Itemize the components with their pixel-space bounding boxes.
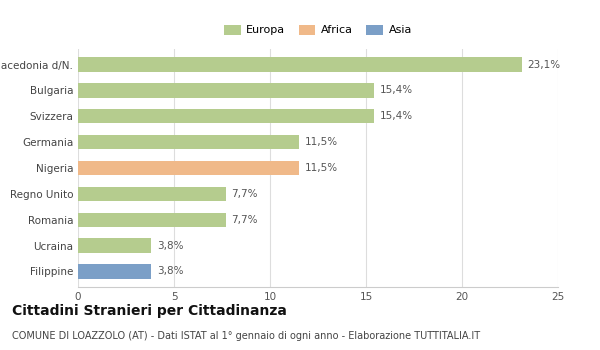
Bar [78, 57, 521, 72]
Text: COMUNE DI LOAZZOLO (AT) - Dati ISTAT al 1° gennaio di ogni anno - Elaborazione T: COMUNE DI LOAZZOLO (AT) - Dati ISTAT al … [12, 331, 480, 341]
Bar [78, 212, 226, 227]
Bar [78, 161, 299, 175]
Bar [78, 135, 299, 149]
Text: 3,8%: 3,8% [157, 266, 183, 277]
Text: 11,5%: 11,5% [305, 137, 338, 147]
Text: Cittadini Stranieri per Cittadinanza: Cittadini Stranieri per Cittadinanza [12, 304, 287, 318]
Bar [78, 238, 151, 253]
Text: 3,8%: 3,8% [157, 240, 183, 251]
Bar [78, 187, 226, 201]
Bar [78, 109, 374, 123]
Text: 23,1%: 23,1% [527, 60, 560, 70]
Bar [78, 83, 374, 98]
Text: 15,4%: 15,4% [379, 111, 413, 121]
Text: 7,7%: 7,7% [232, 215, 258, 225]
Text: 11,5%: 11,5% [305, 163, 338, 173]
Bar [78, 264, 151, 279]
Legend: Europa, Africa, Asia: Europa, Africa, Asia [221, 21, 415, 39]
Text: 7,7%: 7,7% [232, 189, 258, 199]
Text: 15,4%: 15,4% [379, 85, 413, 96]
